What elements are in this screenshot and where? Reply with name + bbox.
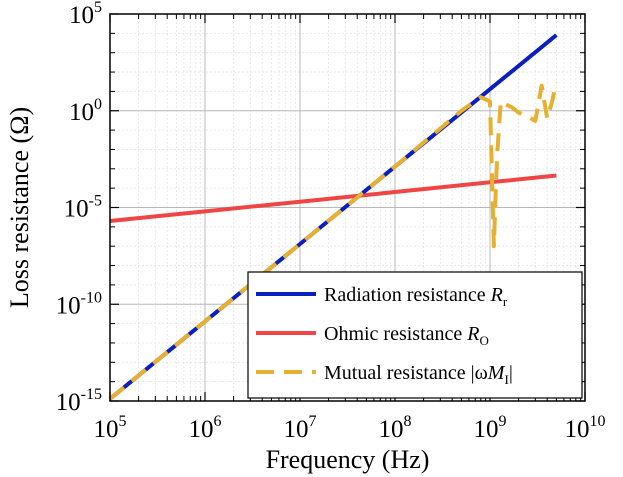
y-tick-label: 100 [69, 96, 102, 126]
x-axis-label: Frequency (Hz) [266, 445, 430, 474]
y-tick-label: 10-10 [56, 289, 102, 319]
y-axis-label: Loss resistance (Ω) [5, 107, 34, 308]
series-layer [108, 33, 559, 401]
x-tick-label: 107 [284, 413, 317, 443]
y-tick-label: 10-15 [56, 386, 102, 416]
y-tick-label: 105 [69, 0, 102, 29]
x-tick-label: 1010 [565, 413, 606, 443]
legend-entry: Ohmic resistance RO [324, 323, 489, 348]
x-tick-label: 108 [379, 413, 412, 443]
y-tick-labels: 10-15 10-10 10-5 100 105 [56, 0, 102, 416]
x-tick-labels: 105 106 107 108 109 1010 [94, 413, 606, 443]
x-tick-label: 109 [474, 413, 507, 443]
legend-entry: Mutual resistance |ωMI| [324, 362, 513, 387]
plot-frame [109, 13, 586, 402]
y-tick-label: 10-5 [64, 193, 102, 223]
series-line-3 [108, 81, 559, 401]
x-tick-label: 105 [94, 413, 127, 443]
x-tick-label: 106 [189, 413, 222, 443]
series-line-2 [109, 173, 557, 223]
legend: Radiation resistance Rr Ohmic resistance … [247, 271, 583, 399]
legend-entry: Radiation resistance Rr [324, 284, 508, 309]
series-line-1 [108, 33, 558, 401]
